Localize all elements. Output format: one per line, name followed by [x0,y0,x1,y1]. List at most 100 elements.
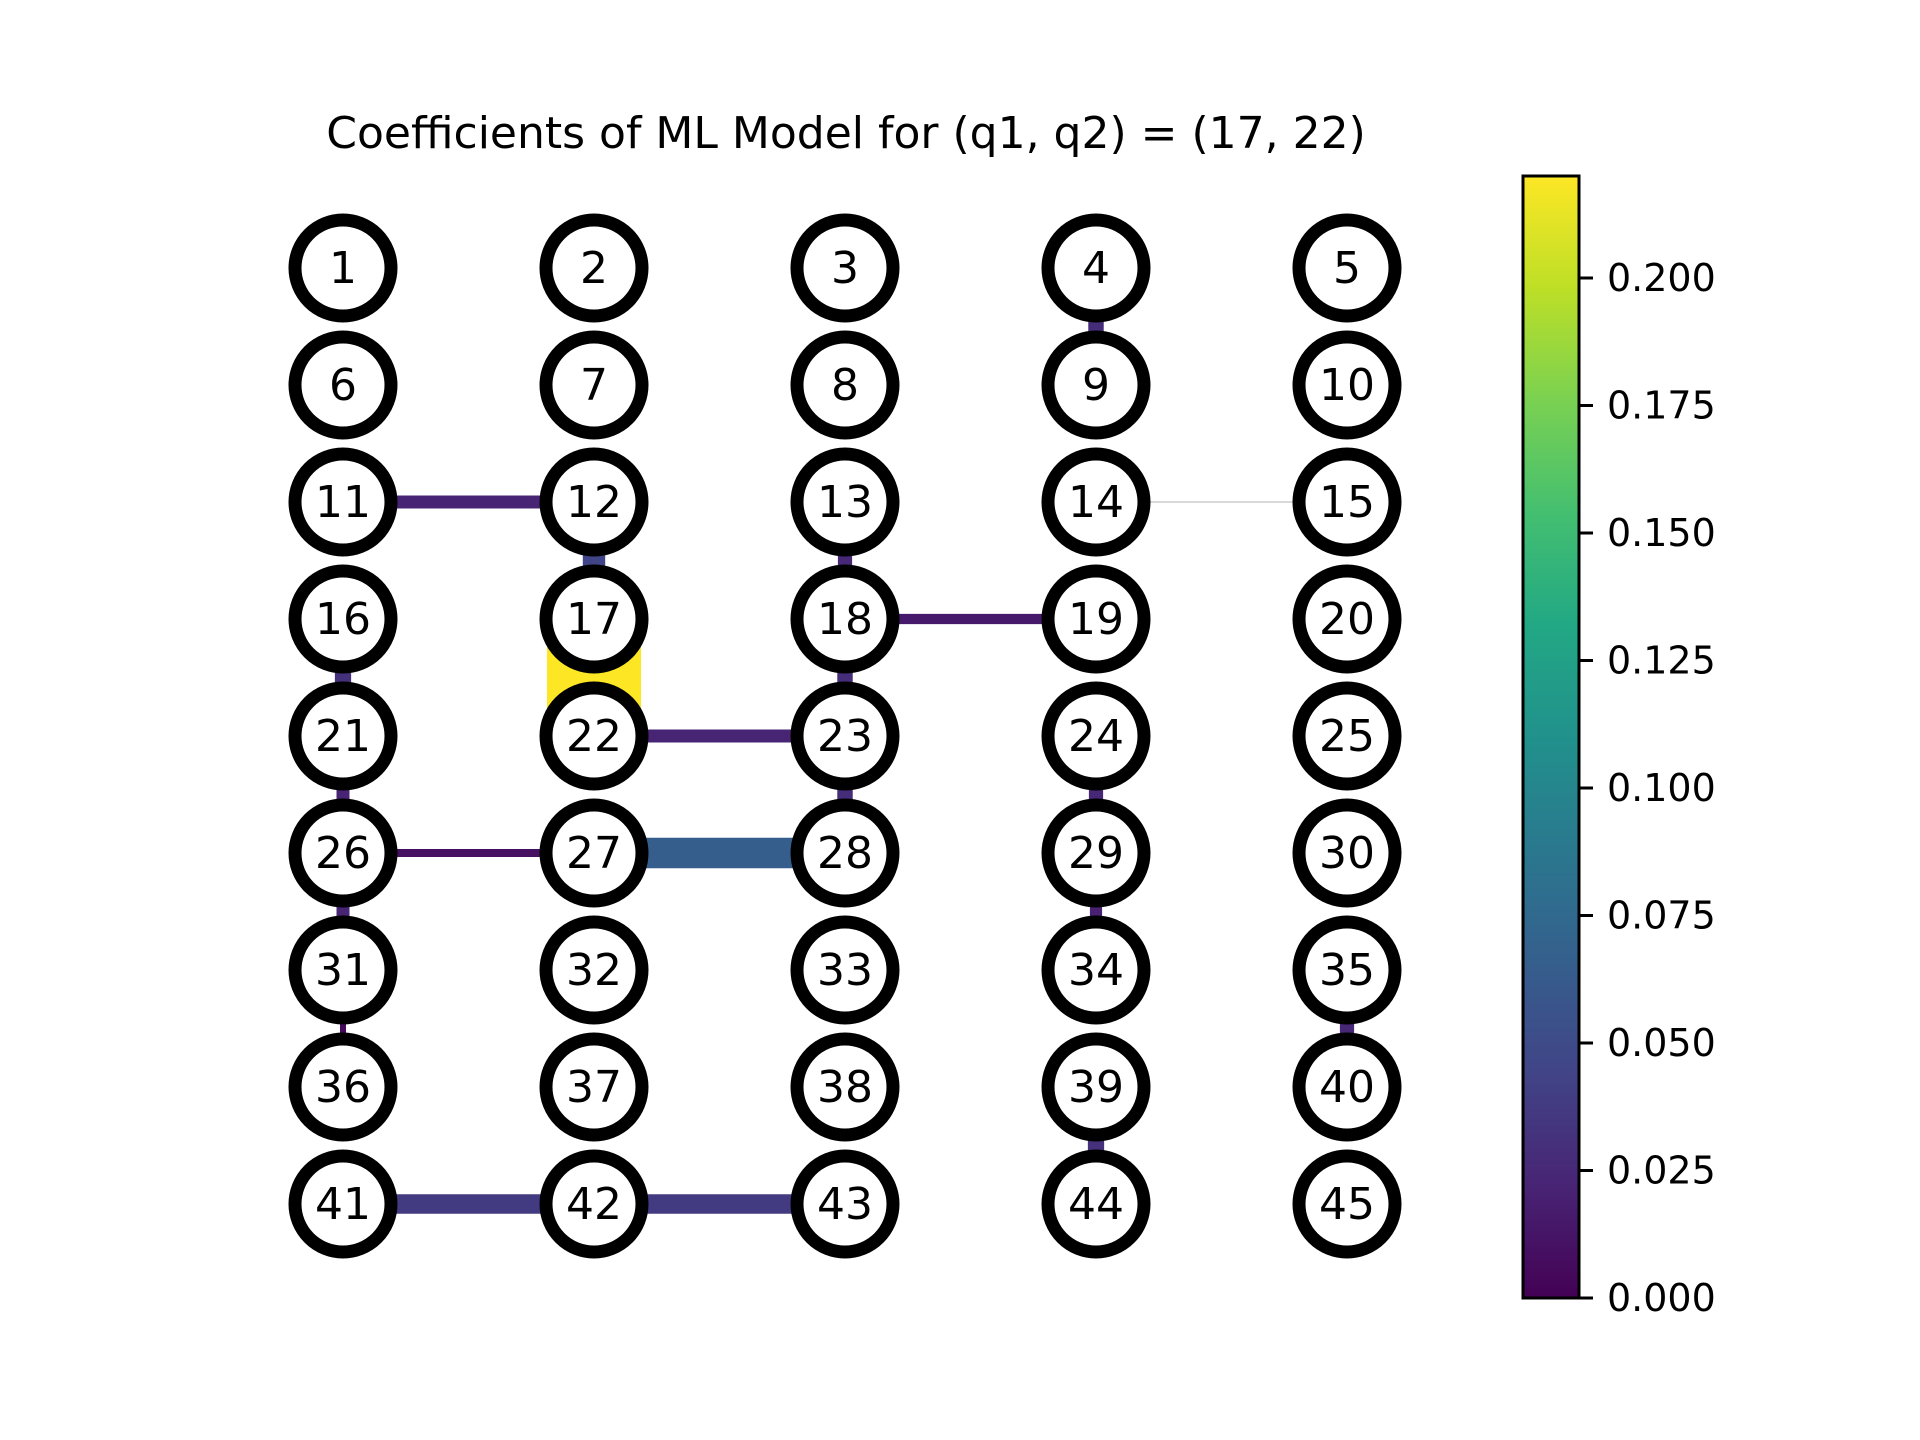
node-circle [1041,1149,1151,1259]
node-label: 14 [1068,477,1124,528]
node-circle [1041,915,1151,1025]
node-29: 29 [1041,798,1151,908]
node-circle [1292,213,1402,323]
node-label: 31 [315,945,371,996]
node-circle [790,330,900,440]
node-label: 20 [1319,594,1375,645]
node-44: 44 [1041,1149,1151,1259]
node-label: 16 [315,594,371,645]
node-label: 36 [315,1062,371,1113]
node-26: 26 [288,798,398,908]
node-35: 35 [1292,915,1402,1025]
node-circle [539,681,649,791]
node-circle [790,1149,900,1259]
node-8: 8 [790,330,900,440]
colorbar-tick-label: 0.100 [1607,766,1716,810]
colorbar-tick-label: 0.050 [1607,1021,1716,1065]
node-circle [539,1149,649,1259]
colorbar: 0.000 0.025 0.050 0.075 0.100 0.125 0.150 0.175… [1521,174,1716,1320]
node-circle [1041,564,1151,674]
node-18: 18 [790,564,900,674]
colorbar-tick-label: 0.150 [1607,511,1716,555]
node-label: 27 [566,828,622,879]
node-circle [1292,681,1402,791]
node-6: 6 [288,330,398,440]
node-3: 3 [790,213,900,323]
node-16: 16 [288,564,398,674]
node-label: 15 [1319,477,1375,528]
node-label: 17 [566,594,622,645]
node-label: 39 [1068,1062,1124,1113]
node-circle [1292,564,1402,674]
node-10: 10 [1292,330,1402,440]
node-32: 32 [539,915,649,1025]
node-label: 38 [817,1062,873,1113]
node-22: 22 [539,681,649,791]
node-label: 7 [580,360,608,411]
node-circle [539,564,649,674]
node-label: 25 [1319,711,1375,762]
node-circle [539,213,649,323]
node-label: 8 [831,360,859,411]
node-label: 33 [817,945,873,996]
node-label: 43 [817,1179,873,1230]
node-label: 11 [315,477,371,528]
node-label: 5 [1333,243,1361,294]
node-label: 35 [1319,945,1375,996]
node-36: 36 [288,1032,398,1142]
diagram-title: Coefficients of ML Model for (q1, q2) = … [326,108,1366,159]
node-circle [539,447,649,557]
node-circle [1292,1032,1402,1142]
node-label: 24 [1068,711,1124,762]
colorbar-tick-label: 0.000 [1607,1276,1716,1320]
node-circle [790,1032,900,1142]
node-label: 3 [831,243,859,294]
node-14: 14 [1041,447,1151,557]
node-label: 32 [566,945,622,996]
colorbar-tick-label: 0.200 [1607,256,1716,300]
node-label: 23 [817,711,873,762]
node-circle [1041,798,1151,908]
node-circle [1292,447,1402,557]
node-label: 13 [817,477,873,528]
node-label: 30 [1319,828,1375,879]
node-label: 37 [566,1062,622,1113]
node-label: 34 [1068,945,1124,996]
node-12: 12 [539,447,649,557]
node-circle [288,564,398,674]
node-label: 19 [1068,594,1124,645]
node-label: 29 [1068,828,1124,879]
node-circle [790,915,900,1025]
node-label: 12 [566,477,622,528]
node-circle [1041,213,1151,323]
node-20: 20 [1292,564,1402,674]
node-39: 39 [1041,1032,1151,1142]
node-circle [288,681,398,791]
node-circle [1292,1149,1402,1259]
node-11: 11 [288,447,398,557]
node-circle [790,798,900,908]
node-label: 1 [329,243,357,294]
node-45: 45 [1292,1149,1402,1259]
node-23: 23 [790,681,900,791]
node-7: 7 [539,330,649,440]
node-34: 34 [1041,915,1151,1025]
node-circle [288,213,398,323]
node-15: 15 [1292,447,1402,557]
node-17: 17 [539,564,649,674]
colorbar-tick-label: 0.175 [1607,384,1716,428]
node-circle [1292,330,1402,440]
node-circle [288,1032,398,1142]
node-circle [288,330,398,440]
node-43: 43 [790,1149,900,1259]
node-circle [539,915,649,1025]
node-label: 40 [1319,1062,1375,1113]
node-4: 4 [1041,213,1151,323]
node-9: 9 [1041,330,1151,440]
node-circle [288,798,398,908]
node-circle [790,681,900,791]
node-circle [790,564,900,674]
node-label: 6 [329,360,357,411]
